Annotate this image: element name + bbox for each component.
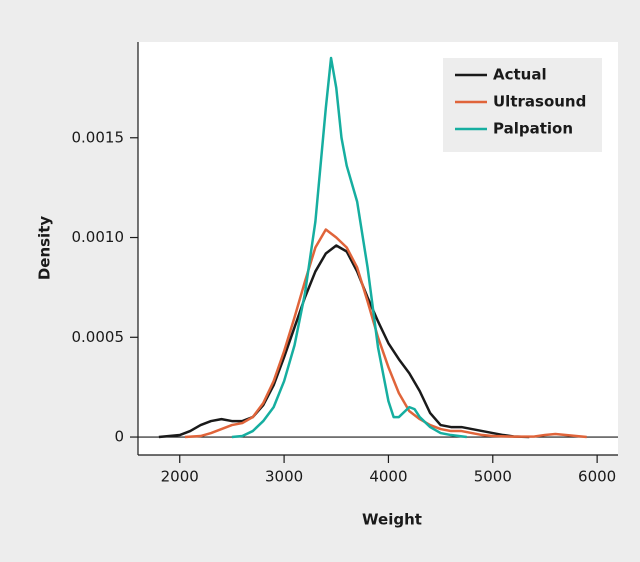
y-axis-label: Density	[36, 216, 54, 281]
x-tick-label: 4000	[369, 468, 407, 486]
density-line	[231, 56, 467, 439]
density-line	[184, 228, 587, 439]
x-axis-label: Weight	[362, 511, 422, 529]
x-tick-label: 6000	[578, 468, 616, 486]
x-tick-label: 5000	[474, 468, 512, 486]
x-tick-label: 2000	[161, 468, 199, 486]
y-tick-label: 0.0005	[72, 328, 125, 346]
y-tick-label: 0.0010	[72, 228, 125, 246]
y-tick-label: 0.0015	[72, 128, 125, 146]
legend-label: Palpation	[493, 120, 573, 138]
x-tick-label: 3000	[265, 468, 303, 486]
y-tick-label: 0	[114, 428, 124, 446]
legend-box	[443, 58, 602, 152]
legend-label: Ultrasound	[493, 93, 586, 111]
legend-label: Actual	[493, 66, 547, 84]
density-line	[158, 244, 530, 439]
